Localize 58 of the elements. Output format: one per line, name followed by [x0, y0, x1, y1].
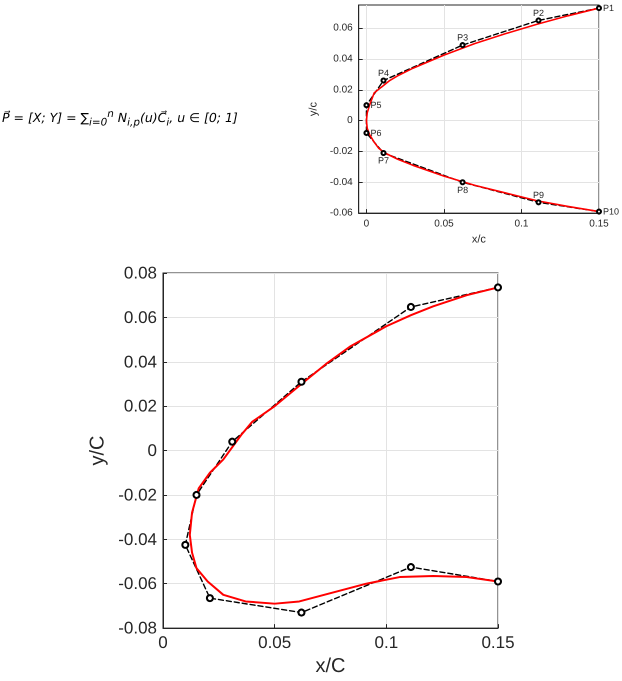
- y-axis-title: y/c: [308, 102, 320, 116]
- x-tick-label: 0: [364, 218, 370, 230]
- x-tick-label: 0.1: [374, 633, 398, 652]
- y-axis-title: y/C: [86, 436, 108, 466]
- annotation: P8: [457, 184, 468, 195]
- y-tick-label: 0: [347, 115, 354, 126]
- y-tick-label: -0.08: [118, 618, 157, 638]
- y-tick-label: -0.02: [118, 485, 157, 504]
- point: [297, 378, 306, 386]
- y-tick-label: -0.06: [118, 574, 157, 594]
- x-axis-title: x/C: [316, 655, 346, 677]
- y-tick-label: -0.04: [118, 530, 157, 549]
- point: [228, 438, 236, 446]
- point: [192, 490, 200, 499]
- point: [494, 283, 502, 292]
- y-tick-label: 0.02: [124, 396, 157, 416]
- annotation: P4: [378, 68, 390, 78]
- point: [536, 17, 542, 24]
- point: [596, 208, 602, 215]
- point: [297, 608, 306, 617]
- y-tick-label: -0.06: [330, 208, 354, 219]
- point: [460, 42, 466, 48]
- point: [181, 540, 190, 549]
- point: [536, 199, 542, 206]
- y-tick-label: 0.02: [333, 84, 354, 96]
- y-tick-label: 0: [148, 441, 157, 460]
- y-tick-label: 0.06: [333, 22, 354, 34]
- annotation: P7: [378, 155, 390, 166]
- point: [380, 150, 386, 156]
- annotation: P1: [603, 3, 614, 14]
- x-tick-label: 0.15: [589, 218, 610, 230]
- x-tick-label: 0.05: [434, 218, 454, 230]
- annotation: P10: [603, 206, 620, 217]
- x-tick-label: 0.1: [514, 218, 529, 230]
- point: [596, 5, 602, 12]
- annotation: P5: [370, 100, 382, 110]
- x-tick-label: 0.05: [258, 633, 292, 652]
- x-axis-title: x/c: [472, 234, 486, 246]
- annotation: P9: [533, 190, 544, 200]
- point: [406, 563, 415, 572]
- y-tick-label: -0.04: [330, 176, 354, 188]
- annotation: P3: [457, 32, 468, 43]
- point: [460, 179, 466, 186]
- point: [494, 577, 502, 586]
- y-tick-label: 0.06: [124, 308, 157, 327]
- annotation: P2: [533, 8, 544, 18]
- point: [363, 130, 370, 136]
- y-tick-label: 0.04: [333, 53, 354, 64]
- point: [363, 102, 370, 108]
- point: [206, 594, 214, 602]
- point: [406, 302, 415, 311]
- point: [380, 78, 386, 84]
- x-tick-label: 0.15: [481, 633, 515, 652]
- y-tick-label: 0.04: [124, 352, 157, 372]
- text: P⃗ = [X; Y] = ∑$_{i=0}$$^{n}$ N$_{i,p}$(u)C⃗$_{i}$, u ∈ [0; 1]: [2, 107, 238, 131]
- y-tick-label: 0.08: [124, 264, 157, 282]
- y-tick-label: -0.02: [330, 146, 354, 157]
- annotation: P6: [370, 128, 382, 138]
